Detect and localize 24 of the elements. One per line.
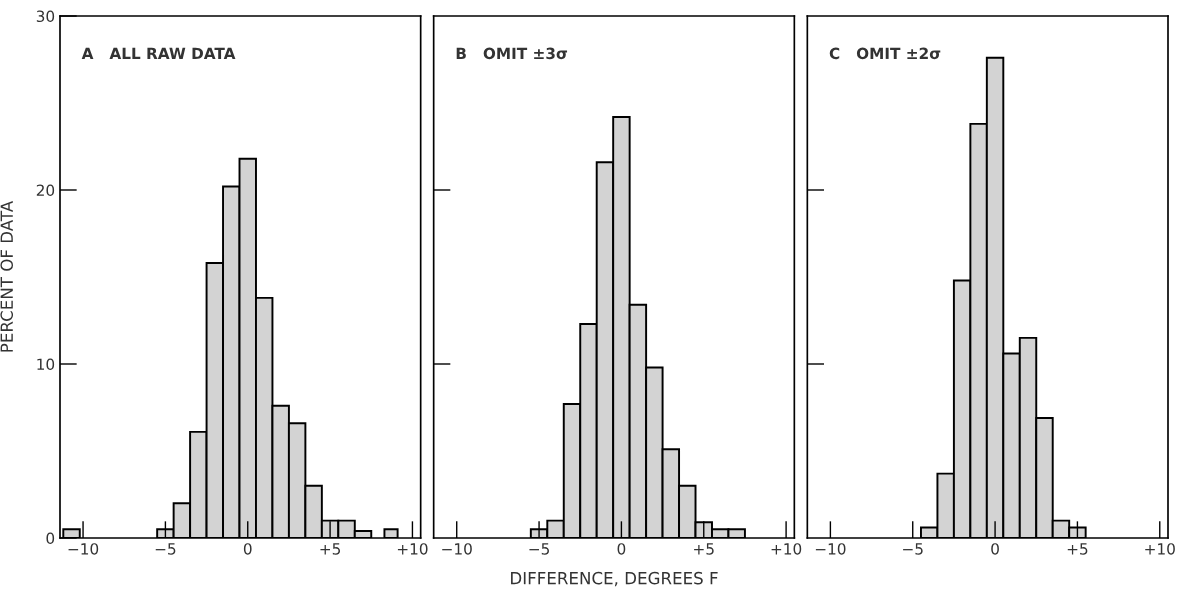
x-tick-label: −10	[68, 543, 99, 555]
text: A ALL RAW DATA	[81, 47, 236, 59]
x-tick-label: +5	[694, 543, 714, 555]
x-tick-label: −5	[155, 543, 176, 555]
y-tick-label: 0	[46, 532, 55, 545]
x-tick-label: +10	[1145, 543, 1175, 555]
x-tick-label: 0	[617, 543, 626, 555]
x-tick-label: +5	[320, 543, 341, 555]
x-tick-label: −10	[815, 543, 846, 555]
x-tick-label: 0	[243, 543, 252, 555]
x-tick-label: −10	[442, 543, 472, 555]
x-tick-label: +10	[397, 543, 428, 555]
y-axis-title: PERCENT OF DATA	[0, 200, 14, 352]
y-tick-label: 20	[36, 184, 55, 197]
y-tick-label: 10	[37, 358, 55, 371]
text: C OMIT ±2σ	[829, 47, 941, 60]
x-tick-label: −5	[903, 543, 923, 555]
x-tick-label: +10	[771, 543, 802, 555]
x-tick-label: +5	[1067, 543, 1088, 555]
text: B OMIT ±3σ	[456, 47, 568, 60]
y-tick-label: 30	[36, 10, 55, 23]
x-axis-title: DIFFERENCE, DEGREES F	[511, 571, 718, 587]
x-tick-label: 0	[991, 543, 999, 555]
x-tick-label: −5	[529, 543, 549, 555]
